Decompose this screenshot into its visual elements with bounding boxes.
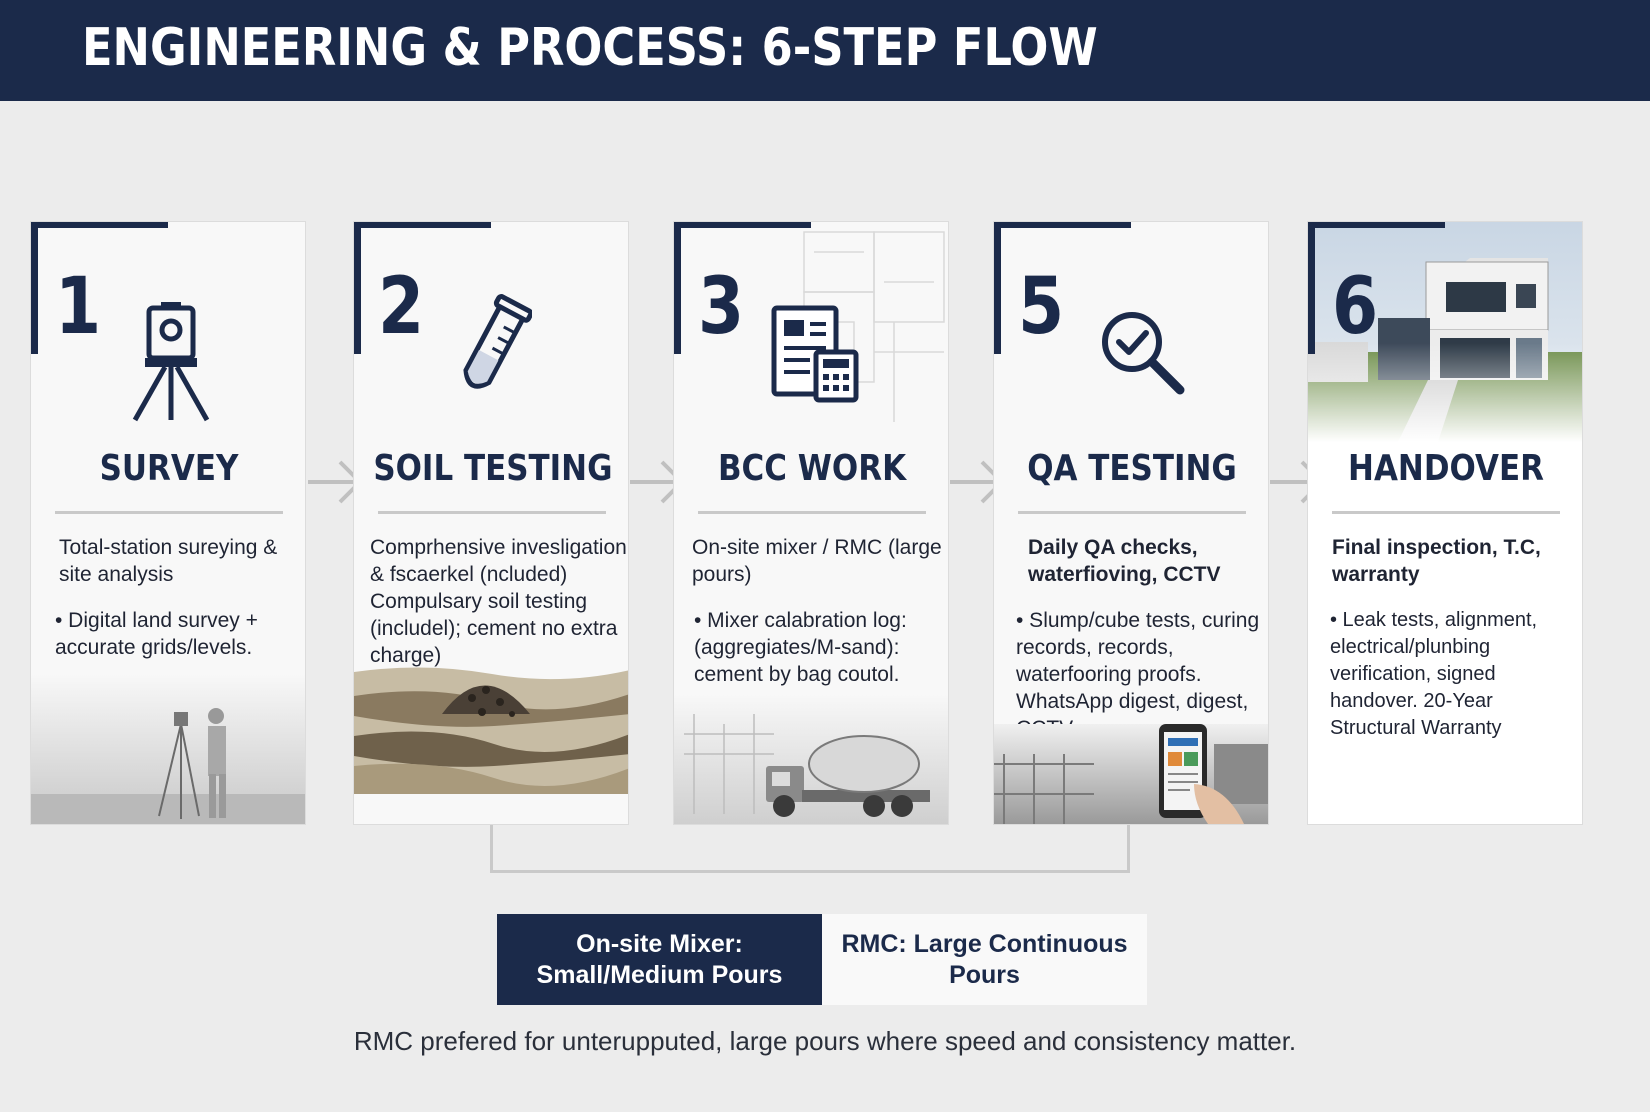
step-bullet: • Digital land survey + accurate grids/l…	[55, 609, 258, 659]
step-number: 3	[698, 262, 745, 352]
test-tube-icon	[463, 294, 532, 389]
step-title: SURVEY	[99, 448, 239, 489]
page-title: ENGINEERING & PROCESS: 6-STEP FLOW	[82, 18, 1098, 78]
legend-rmc: RMC: Large Continuous Pours	[822, 914, 1147, 1005]
house-photo	[1308, 222, 1582, 442]
card-corner-accent	[674, 222, 811, 228]
step-card-bcc-work: 3 BCC WORK On-site mixer / RMC (large po…	[673, 221, 949, 825]
step-number: 6	[1332, 262, 1379, 352]
step-description: On-site mixer / RMC (large pours)	[692, 536, 942, 586]
step-card-handover: 6 HANDOVER Final inspection, T.C, warran…	[1307, 221, 1583, 825]
header-bar: ENGINEERING & PROCESS: 6-STEP FLOW	[0, 0, 1650, 101]
step-number: 5	[1018, 262, 1065, 352]
total-station-icon	[132, 302, 210, 422]
footnote-text: RMC prefered for unterupputed, large pou…	[353, 1026, 1297, 1056]
card-corner-accent	[354, 222, 361, 354]
title-divider	[1332, 511, 1560, 514]
title-divider	[378, 511, 606, 514]
phone-report-photo	[994, 724, 1268, 824]
legend-on-site-mixer: On-site Mixer: Small/Medium Pours	[497, 914, 822, 1005]
step-description: Comprhensive invesligation & fscaerkel (…	[370, 536, 627, 667]
step-title: HANDOVER	[1348, 448, 1544, 489]
magnifier-check-icon	[1102, 312, 1185, 395]
title-divider	[1018, 511, 1246, 514]
step-description: Daily QA checks, waterfioving, CCTV	[1028, 536, 1221, 586]
step-card-survey: 1 SURVEY Total-station sureying & site a…	[30, 221, 306, 825]
step-number: 2	[378, 262, 425, 352]
soil-layers-illustration	[354, 667, 628, 794]
card-corner-accent	[31, 222, 38, 354]
card-corner-accent	[674, 222, 681, 354]
step-bullet: • Mixer calabration log: (aggregiates/M-…	[694, 609, 907, 686]
step-description: Total-station sureying & site analysis	[59, 536, 278, 586]
step-description: Final inspection, T.C, warranty	[1332, 536, 1541, 586]
title-divider	[698, 511, 926, 514]
step-title: SOIL TESTING	[373, 448, 613, 489]
surveyor-in-fog-photo	[31, 674, 305, 824]
bracket-connector	[490, 825, 1130, 873]
step-bullet: • Slump/cube tests, curing records, reco…	[1016, 609, 1260, 740]
blueprint-background	[803, 231, 945, 422]
step-number: 1	[55, 262, 102, 352]
card-corner-accent	[354, 222, 491, 228]
step-title: QA TESTING	[1027, 448, 1237, 489]
card-corner-accent	[994, 222, 1131, 228]
title-divider	[55, 511, 283, 514]
step-card-qa-testing: 5 QA TESTING Daily QA checks, waterfiovi…	[993, 221, 1269, 825]
concrete-mixer-truck-photo	[674, 694, 948, 824]
card-corner-accent	[994, 222, 1001, 354]
card-corner-accent	[31, 222, 168, 228]
card-corner-accent	[1308, 222, 1445, 228]
document-calculator-icon	[771, 305, 859, 403]
step-title: BCC WORK	[717, 448, 907, 489]
step-card-soil-testing: 2 SOIL TESTING Comprhensive invesligatio…	[353, 221, 629, 825]
step-bullet: • Leak tests, alignment, electrical/plun…	[1330, 609, 1538, 739]
card-corner-accent	[1308, 222, 1315, 354]
